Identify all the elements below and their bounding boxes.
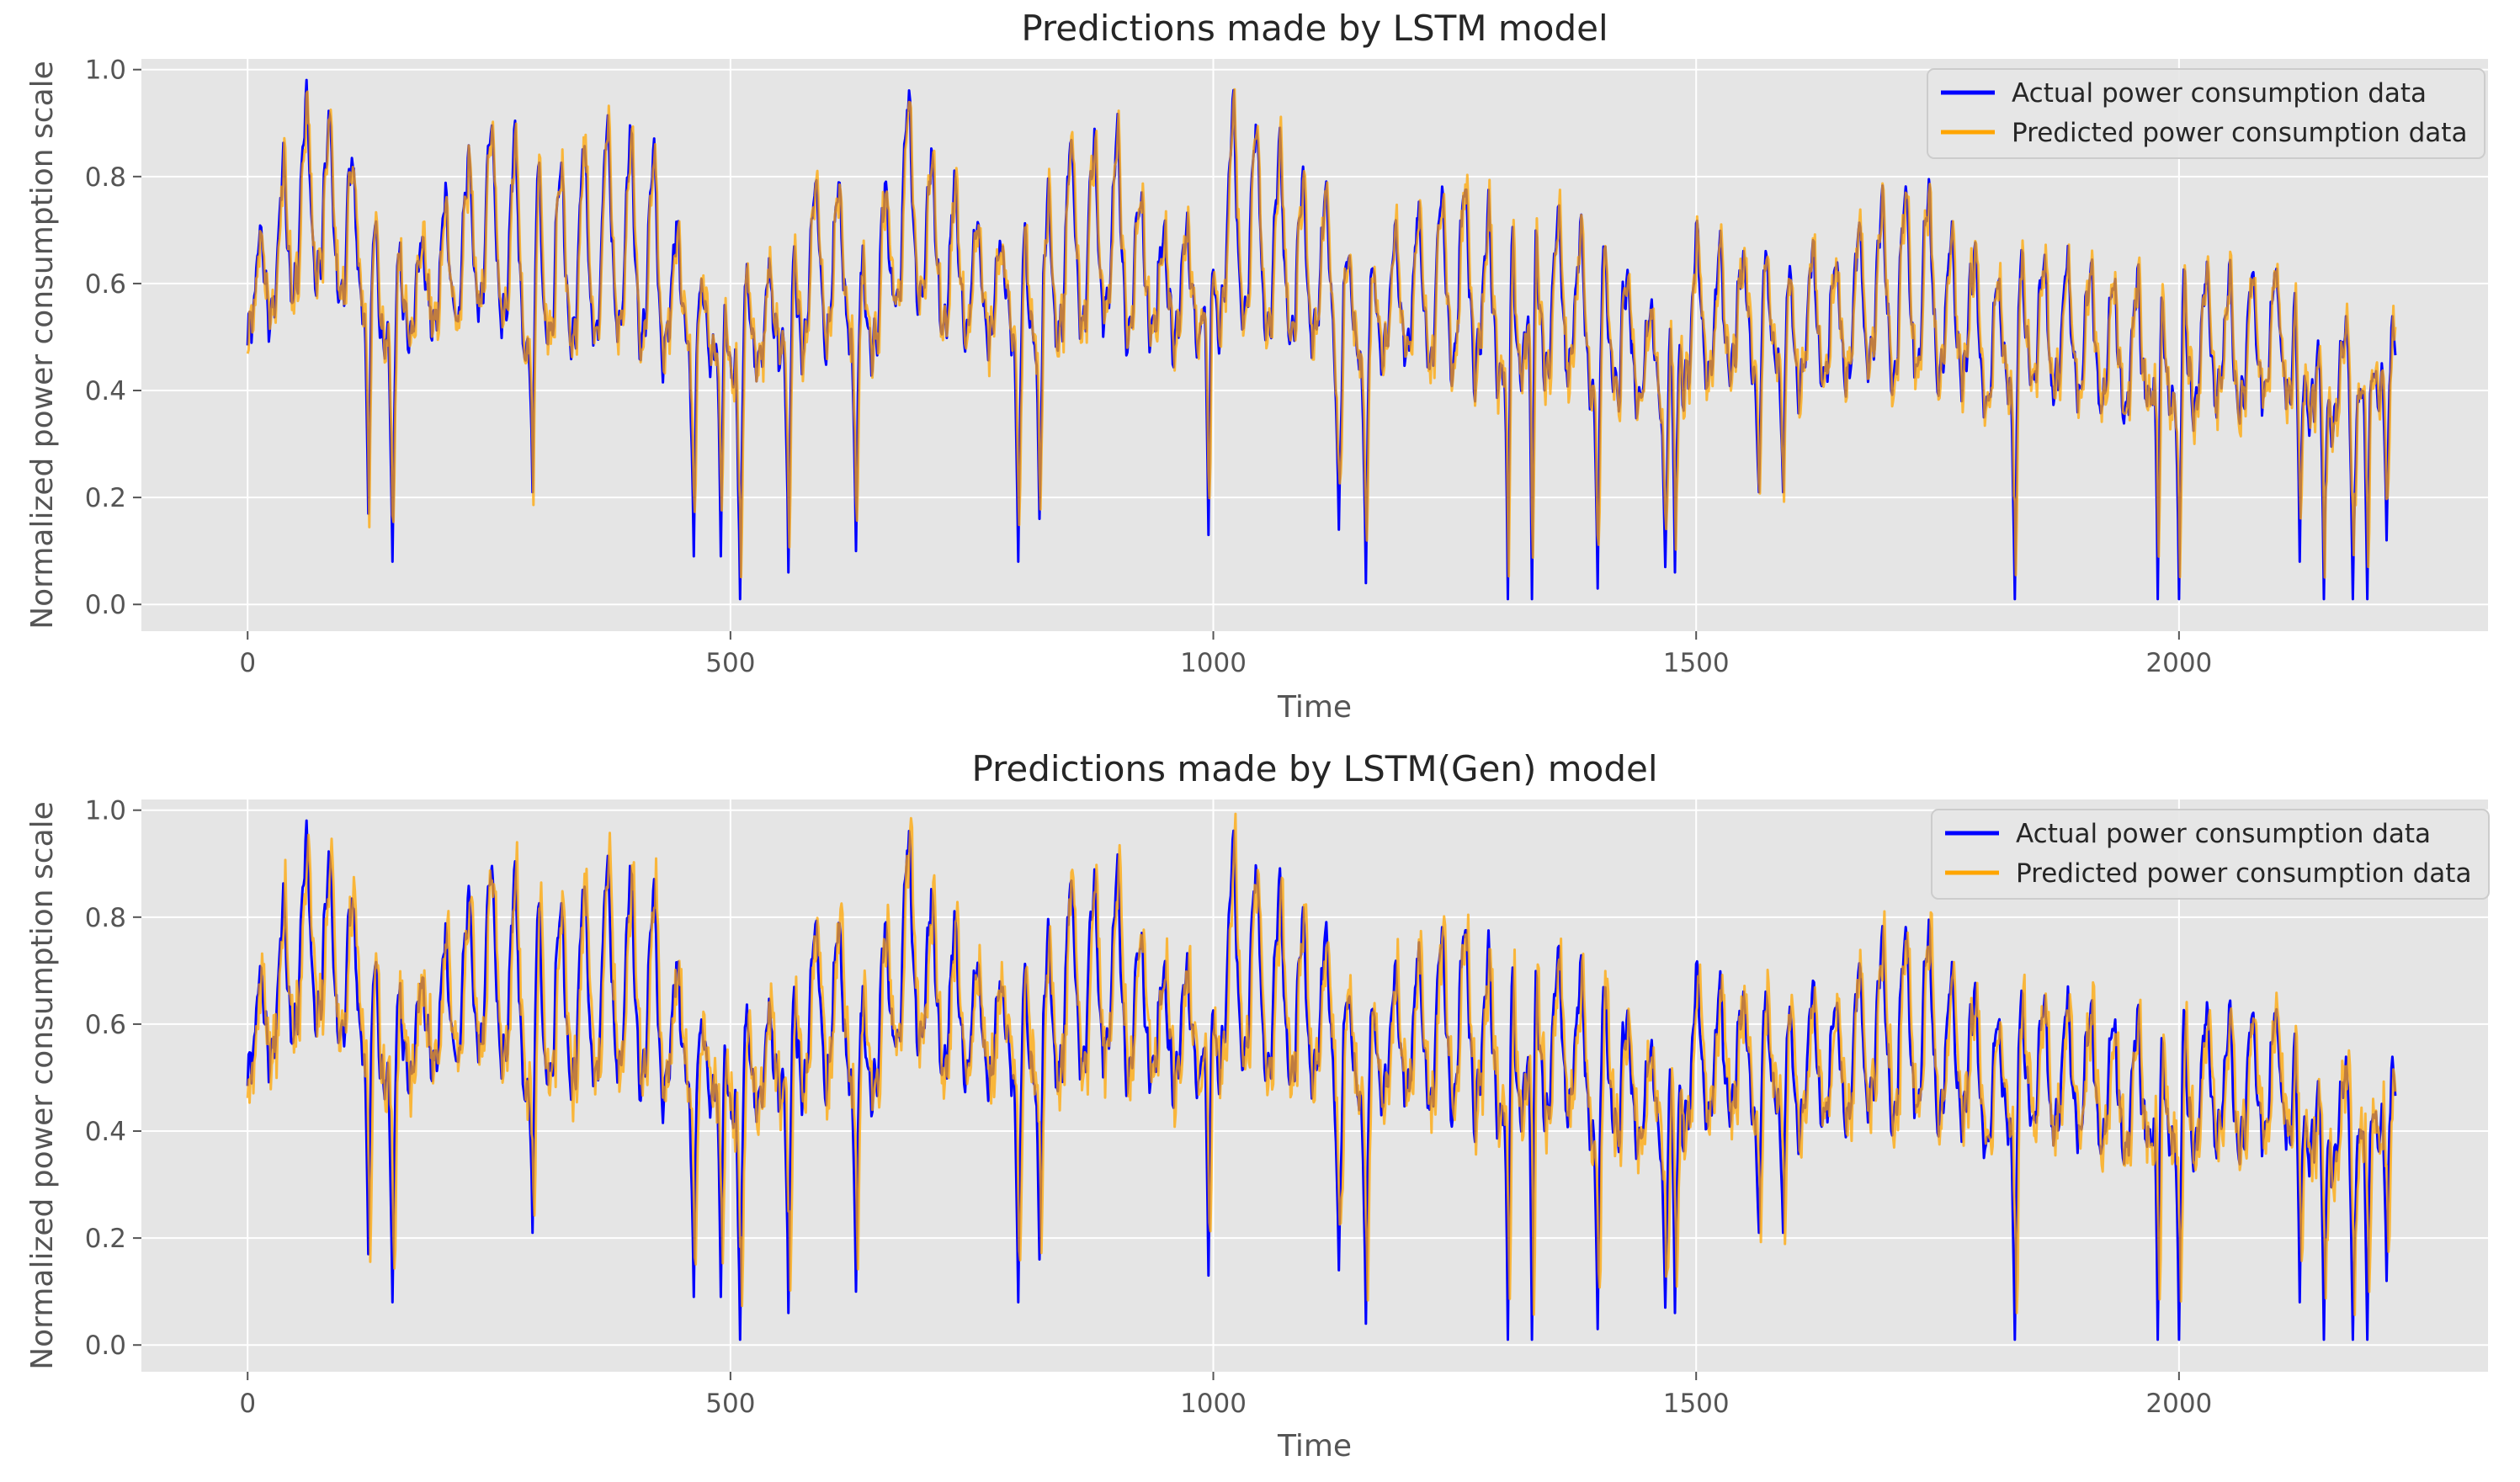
y-tick-label: 1.0 <box>85 56 126 86</box>
x-tick-label: 0 <box>239 648 256 678</box>
x-tick-label: 500 <box>705 1389 755 1419</box>
legend: Actual power consumption data Predicted … <box>1927 68 2485 159</box>
chart-title: Predictions made by LSTM(Gen) model <box>971 748 1657 789</box>
series-lines <box>246 78 2397 601</box>
y-tick-label: 0.8 <box>85 162 126 193</box>
y-tick-label: 0.6 <box>85 269 126 300</box>
x-tick-label: 1000 <box>1180 1389 1247 1419</box>
x-tick-label: 1500 <box>1663 648 1730 678</box>
chart-lstm: 0 500 1000 1500 2000 0.0 0.2 0.4 0.6 0.8 1.0 Pred… <box>25 8 2488 725</box>
x-tick-label: 1500 <box>1663 1389 1730 1419</box>
legend-label-predicted: Predicted power consumption data <box>2012 118 2467 148</box>
y-axis-label: Normalized power consumption scale <box>25 801 60 1370</box>
x-axis-label: Time <box>1277 690 1352 725</box>
y-tick-label: 0.8 <box>85 903 126 933</box>
x-axis-label: Time <box>1277 1429 1352 1463</box>
y-axis-ticks: 0.0 0.2 0.4 0.6 0.8 1.0 <box>85 796 141 1361</box>
chart-lstm-gen: 0 500 1000 1500 2000 0.0 0.2 0.4 0.6 0.8 1.0 Pred… <box>25 748 2490 1463</box>
x-tick-label: 1000 <box>1180 648 1247 678</box>
legend-label-actual: Actual power consumption data <box>2016 819 2431 849</box>
legend-label-predicted: Predicted power consumption data <box>2016 858 2471 889</box>
y-tick-label: 0.4 <box>85 376 126 406</box>
series-line-predicted <box>246 812 2397 1316</box>
x-axis-ticks: 0 500 1000 1500 2000 <box>239 631 2212 678</box>
y-tick-label: 0.2 <box>85 1224 126 1254</box>
series-line-predicted <box>246 88 2397 579</box>
y-tick-label: 1.0 <box>85 796 126 826</box>
x-tick-label: 2000 <box>2145 648 2212 678</box>
legend: Actual power consumption data Predicted … <box>1931 809 2490 900</box>
legend-box <box>1927 68 2485 159</box>
legend-box <box>1931 809 2490 900</box>
chart-title: Predictions made by LSTM model <box>1021 8 1608 49</box>
y-tick-label: 0.0 <box>85 590 126 620</box>
y-axis-ticks: 0.0 0.2 0.4 0.6 0.8 1.0 <box>85 56 141 620</box>
y-axis-label: Normalized power consumption scale <box>25 61 60 629</box>
x-axis-ticks: 0 500 1000 1500 2000 <box>239 1372 2212 1419</box>
x-tick-label: 0 <box>239 1389 256 1419</box>
y-tick-label: 0.4 <box>85 1117 126 1147</box>
x-tick-label: 500 <box>705 648 755 678</box>
y-tick-label: 0.2 <box>85 483 126 513</box>
series-lines <box>246 812 2397 1341</box>
y-tick-label: 0.6 <box>85 1010 126 1040</box>
legend-label-actual: Actual power consumption data <box>2012 78 2427 109</box>
y-tick-label: 0.0 <box>85 1331 126 1361</box>
x-tick-label: 2000 <box>2145 1389 2212 1419</box>
